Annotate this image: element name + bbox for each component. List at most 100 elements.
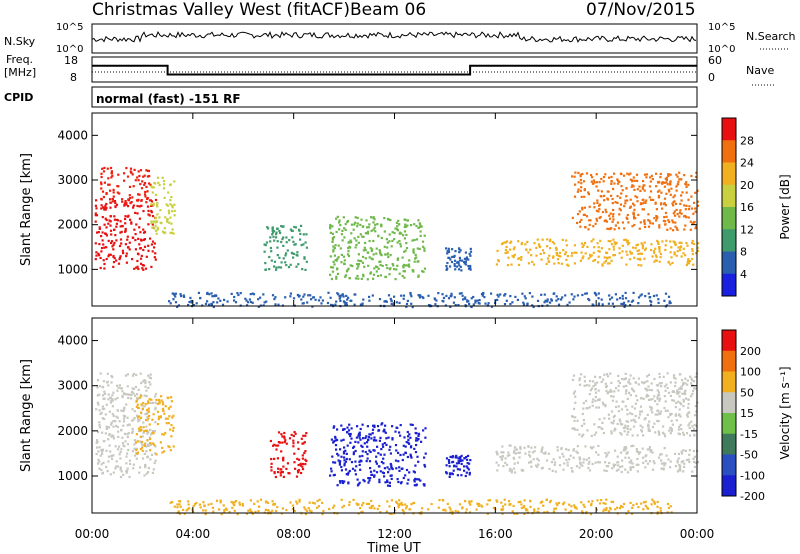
nsky-left-tick-top: 10^5 [56,22,83,33]
velocity-colorbar-swatch-3 [722,392,736,414]
velocity-region-0 [95,372,158,479]
power-ytick-label-2: 3000 [57,173,88,187]
xtick-label-0: 00:00 [75,527,110,541]
freq-right-tick-bottom: 0 [708,71,715,84]
nsky-label: N.Sky [4,35,36,48]
velocity-colorbar-tick-0: 200 [740,345,761,358]
power-ytick-label-3: 4000 [57,128,88,142]
cpid-value: normal (fast) -151 RF [96,92,241,106]
velocity-colorbar-swatch-7 [722,475,736,497]
power-colorbar-swatch-7 [722,273,736,297]
power-region-3 [263,224,308,271]
velocity-region-3 [329,422,427,487]
power-region-1 [100,166,152,205]
velocity-frame [91,317,698,514]
xtick-label-3: 12:00 [377,527,412,541]
power-colorbar-tick-2: 12 [740,223,754,236]
velocity-region-2 [269,431,308,479]
freq-left-tick-top: 18 [64,54,78,67]
freq-label-line2: [MHz] [4,66,36,79]
nsky-trace [91,30,697,45]
power-colorbar-tick-1: 8 [740,246,747,259]
velocity-colorbar: 200 100 50 15 -15 -50 -100 -200 Velocity [m s⁻¹] [721,329,792,503]
power-colorbar-swatch-4 [722,207,736,230]
power-colorbar-tick-6: 28 [740,134,754,147]
xtick-label-1: 04:00 [176,527,211,541]
velocity-colorbar-tick-3: 15 [740,407,754,420]
power-colorbar-swatch-5 [722,229,736,252]
chart-title: Christmas Valley West (fitACF) [92,0,350,20]
power-ytick-label-1: 2000 [57,218,88,232]
velocity-region-6 [571,372,699,438]
power-colorbar-tick-5: 24 [740,157,754,170]
velocity-colorbar-swatch-4 [722,413,736,435]
xtick-label-2: 08:00 [276,527,311,541]
velocity-ytick-label-3: 4000 [57,334,88,348]
velocity-colorbar-frame [721,329,737,497]
power-colorbar-swatch-6 [722,251,736,275]
power-region-0 [94,197,158,271]
power-region-5 [445,247,473,272]
nsky-left-tick-bottom: 10^0 [56,44,83,55]
power-region-7 [571,171,699,232]
power-colorbar-frame [721,117,737,297]
velocity-panel: 1000 2000 3000 4000 00:00 04:00 08:00 12:00 16:0… [19,317,792,541]
power-colorbar-swatch-0 [722,118,736,141]
freq-right-tick-top: 60 [708,54,722,67]
velocity-colorbar-label: Velocity [m s⁻¹] [778,366,792,459]
nsky-right-tick-bottom: 10^0 [708,44,735,55]
date-label: 07/Nov/2015 [586,0,696,20]
velocity-colorbar-tick-1: 100 [740,366,761,379]
power-colorbar: 4 8 12 16 20 24 28 Power [dB] [721,117,792,297]
velocity-colorbar-tick-2: 50 [740,386,754,399]
velocity-ytick-label-0: 1000 [57,469,88,483]
velocity-colorbar-swatch-2 [722,371,736,393]
nave-label: Nave [746,64,774,77]
velocity-ytick-label-1: 2000 [57,424,88,438]
power-colorbar-tick-0: 4 [740,268,747,281]
velocity-region-7 [169,498,673,516]
velocity-ylabel: Slant Range [km] [19,359,34,472]
power-ylabel: Slant Range [km] [19,153,34,266]
velocity-region-1 [134,394,175,456]
xtick-label-5: 20:00 [579,527,614,541]
power-colorbar-label: Power [dB] [778,174,792,239]
power-colorbar-swatch-1 [722,140,736,163]
power-region-6 [495,238,700,267]
power-region-2 [150,176,176,235]
power-colorbar-tick-4: 20 [740,179,754,192]
power-panel: 1000 2000 3000 4000 Slant Range [km] 4 8 12 16 20… [19,112,792,309]
xtick-label-6: 00:00 [680,527,715,541]
velocity-colorbar-swatch-0 [722,330,736,352]
freq-panel [91,56,698,83]
freq-left-tick-bottom: 8 [70,71,77,84]
power-colorbar-swatch-2 [722,162,736,186]
xtick-label-4: 16:00 [478,527,513,541]
power-region-4 [329,215,427,281]
nsky-noise-line [91,30,697,45]
nsky-panel [91,23,698,54]
power-colorbar-swatch-3 [722,184,736,208]
velocity-colorbar-tick-6: -100 [740,469,765,482]
velocity-colorbar-swatch-6 [722,454,736,476]
velocity-colorbar-swatch-1 [722,350,736,372]
velocity-region-4 [445,454,472,478]
cpid-panel [91,86,698,108]
nsky-right-tick-top: 10^5 [708,22,735,33]
power-ytick-label-0: 1000 [57,262,88,276]
nsearch-label: N.Search [746,30,796,43]
power-colorbar-tick-3: 16 [740,201,754,214]
freq-label-line1: Freq. [6,53,33,66]
velocity-colorbar-tick-7: -200 [740,490,765,503]
freq-trace [92,64,697,76]
velocity-colorbar-swatch-5 [722,433,736,455]
velocity-colorbar-tick-4: -15 [740,428,758,441]
velocity-ytick-label-2: 3000 [57,379,88,393]
x-axis-title: Time UT [366,541,420,554]
velocity-colorbar-tick-5: -50 [740,449,758,462]
velocity-region-5 [495,444,700,474]
beam-label: Beam 06 [350,0,426,20]
cpid-label: CPID [4,91,33,104]
frequency-line [92,64,697,76]
